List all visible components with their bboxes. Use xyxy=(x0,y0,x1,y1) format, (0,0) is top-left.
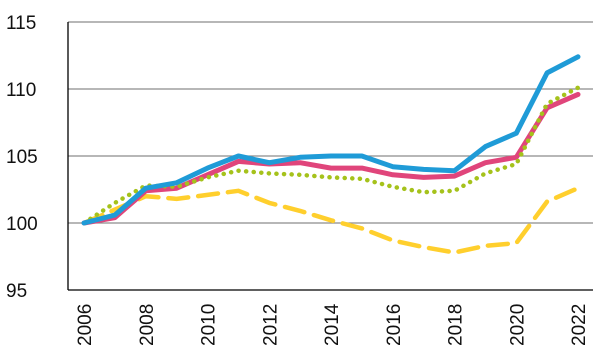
gridlines xyxy=(68,21,593,224)
x-tick-label: 2022 xyxy=(569,304,590,346)
x-tick-label: 2010 xyxy=(199,304,220,346)
x-tick-label: 2008 xyxy=(137,304,158,346)
series-lines xyxy=(81,54,581,255)
y-tick-labels: 95 100 105 110 115 xyxy=(6,13,38,302)
y-tick-label: 95 xyxy=(6,281,27,302)
x-tick-labels: 2006 2008 2010 2012 2014 2016 2018 2020 2022 xyxy=(75,303,590,346)
series-line-4 xyxy=(81,185,581,255)
y-tick-label: 110 xyxy=(6,80,36,101)
x-tick-label: 2020 xyxy=(507,304,528,346)
series-line-1 xyxy=(81,54,581,226)
y-tick-label: 100 xyxy=(6,214,38,235)
y-tick-label: 105 xyxy=(6,147,38,168)
x-tick-label: 2006 xyxy=(75,304,96,346)
x-tick-label: 2014 xyxy=(322,303,343,346)
y-tick-label: 115 xyxy=(6,13,36,34)
x-tick-label: 2012 xyxy=(260,304,281,346)
x-tick-label: 2016 xyxy=(384,304,405,346)
axes xyxy=(67,22,593,291)
x-tick-label: 2018 xyxy=(446,304,467,346)
series-line-2 xyxy=(81,91,581,226)
